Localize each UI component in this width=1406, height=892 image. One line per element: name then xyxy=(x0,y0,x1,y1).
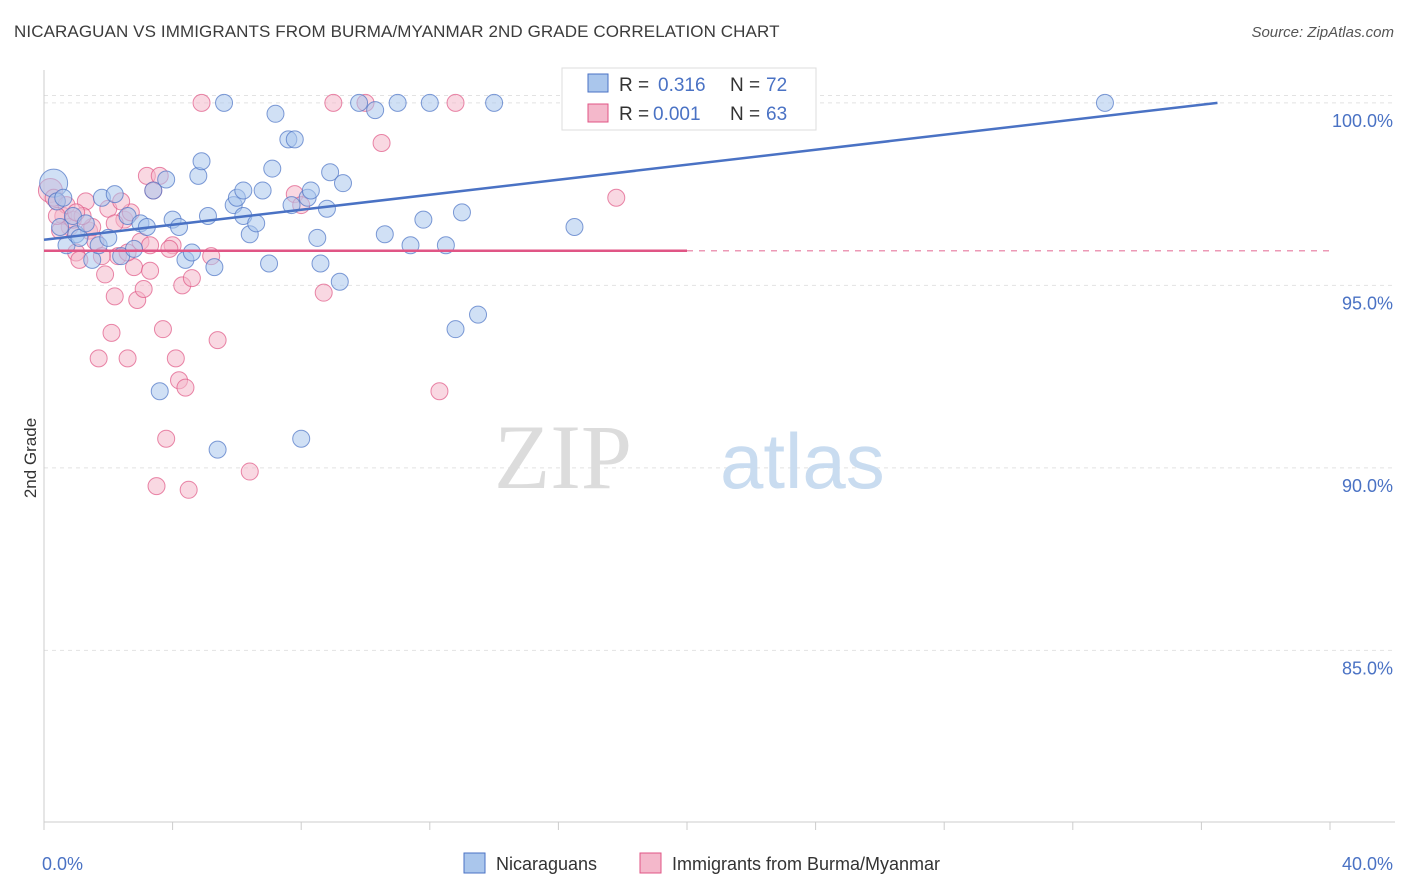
point-immigrants xyxy=(157,429,176,448)
point-immigrants xyxy=(430,382,449,401)
y-tick-label: 85.0% xyxy=(1342,658,1393,678)
point-nicaraguans xyxy=(263,159,282,178)
point-nicaraguans xyxy=(285,130,304,149)
point-immigrants xyxy=(446,93,465,112)
stats-legend-r-value: 0.001 xyxy=(653,104,701,125)
stats-legend-n-value: 63 xyxy=(766,104,787,125)
y-tick-label: 95.0% xyxy=(1342,293,1393,313)
trend-lines xyxy=(43,101,1330,252)
point-nicaraguans xyxy=(414,210,433,229)
point-nicaraguans xyxy=(388,93,407,112)
point-immigrants xyxy=(192,93,211,112)
y-tick-label: 90.0% xyxy=(1342,476,1393,496)
point-nicaraguans xyxy=(192,152,211,171)
stats-legend-n-value: 72 xyxy=(766,75,787,96)
gridlines xyxy=(44,95,1395,651)
point-nicaraguans xyxy=(420,93,439,112)
point-nicaraguans xyxy=(182,243,201,262)
point-nicaraguans xyxy=(292,429,311,448)
stats-legend-swatch-blue xyxy=(587,73,609,93)
stats-legend-r-label: R = xyxy=(619,75,649,96)
trend-line-nicaraguans xyxy=(43,101,1218,241)
point-nicaraguans xyxy=(485,93,504,112)
point-nicaraguans xyxy=(205,258,224,277)
point-nicaraguans xyxy=(350,93,369,112)
point-immigrants xyxy=(176,378,195,397)
point-immigrants xyxy=(179,480,198,499)
point-immigrants xyxy=(141,261,160,280)
point-immigrants xyxy=(160,239,179,258)
point-nicaraguans xyxy=(308,228,327,247)
point-nicaraguans xyxy=(301,181,320,200)
point-immigrants xyxy=(105,287,124,306)
point-nicaraguans xyxy=(321,163,340,182)
point-nicaraguans xyxy=(311,254,330,273)
point-immigrants xyxy=(324,93,343,112)
point-nicaraguans xyxy=(76,214,95,233)
legend-swatch-nicaraguans xyxy=(463,852,486,874)
watermark: ZIP atlas xyxy=(494,406,885,508)
point-nicaraguans xyxy=(333,174,352,193)
stats-legend: R = 0.316 N = 72 R = 0.001 N = 63 xyxy=(561,67,817,131)
bottom-legend: Nicaraguans Immigrants from Burma/Myanma… xyxy=(463,852,940,874)
point-nicaraguans xyxy=(452,203,471,222)
point-immigrants xyxy=(96,265,115,284)
x-tick-label: 40.0% xyxy=(1342,854,1393,874)
point-nicaraguans xyxy=(469,305,488,324)
point-immigrants xyxy=(607,188,626,207)
point-nicaraguans xyxy=(260,254,279,273)
stats-legend-r-label: R = xyxy=(619,104,649,125)
source-credit: Source: ZipAtlas.com xyxy=(1251,24,1394,41)
stats-legend-n-label: N = xyxy=(730,104,760,125)
point-immigrants xyxy=(134,280,153,299)
point-nicaraguans xyxy=(446,320,465,339)
point-nicaraguans xyxy=(215,93,234,112)
stats-legend-r-value: 0.316 xyxy=(658,75,706,96)
point-immigrants xyxy=(182,269,201,288)
point-nicaraguans xyxy=(144,181,163,200)
point-nicaraguans xyxy=(150,382,169,401)
legend-label-immigrants: Immigrants from Burma/Myanmar xyxy=(672,854,940,874)
y-axis-label: 2nd Grade xyxy=(21,418,40,498)
stats-legend-swatch-pink xyxy=(587,103,609,123)
point-nicaraguans xyxy=(1095,93,1114,112)
point-immigrants xyxy=(102,323,121,342)
point-nicaraguans xyxy=(157,170,176,189)
point-nicaraguans xyxy=(208,440,227,459)
point-nicaraguans xyxy=(266,104,285,123)
point-nicaraguans xyxy=(317,199,336,218)
point-nicaraguans xyxy=(189,166,208,185)
legend-label-nicaraguans: Nicaraguans xyxy=(496,854,597,874)
point-nicaraguans xyxy=(125,239,144,258)
chart-title: NICARAGUAN VS IMMIGRANTS FROM BURMA/MYAN… xyxy=(14,22,780,41)
point-nicaraguans xyxy=(54,188,73,207)
point-nicaraguans xyxy=(375,225,394,244)
point-nicaraguans xyxy=(253,181,272,200)
point-immigrants xyxy=(314,283,333,302)
watermark-atlas: atlas xyxy=(720,417,885,505)
stats-legend-n-label: N = xyxy=(730,75,760,96)
point-immigrants xyxy=(166,349,185,368)
point-nicaraguans xyxy=(170,217,189,236)
point-nicaraguans xyxy=(234,181,253,200)
watermark-zip: ZIP xyxy=(494,406,632,508)
point-immigrants xyxy=(372,134,391,153)
x-tick-label: 0.0% xyxy=(42,854,83,874)
point-nicaraguans xyxy=(330,272,349,291)
point-nicaraguans xyxy=(366,101,385,120)
point-immigrants xyxy=(153,320,172,339)
point-immigrants xyxy=(89,349,108,368)
y-tick-label: 100.0% xyxy=(1332,111,1393,131)
point-immigrants xyxy=(147,477,166,496)
point-immigrants xyxy=(118,349,137,368)
series-nicaraguans-points xyxy=(39,93,1114,459)
point-nicaraguans xyxy=(105,185,124,204)
point-nicaraguans xyxy=(247,214,266,233)
point-immigrants xyxy=(240,462,259,481)
legend-swatch-immigrants xyxy=(639,852,662,874)
point-nicaraguans xyxy=(51,217,70,236)
point-nicaraguans xyxy=(565,217,584,236)
point-immigrants xyxy=(208,331,227,350)
